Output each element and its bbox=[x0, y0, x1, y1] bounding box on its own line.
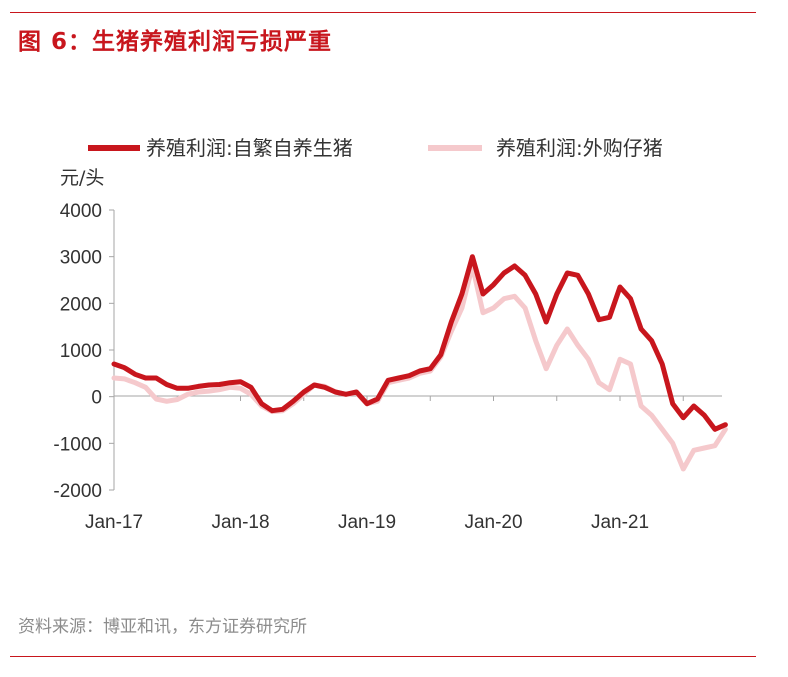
source-note: 资料来源：博亚和讯，东方证券研究所 bbox=[18, 617, 307, 637]
series-line-own bbox=[111, 254, 728, 432]
figure-title: 图 6：生猪养殖利润亏损严重 bbox=[18, 29, 333, 55]
x-tick-label: Jan-21 bbox=[591, 512, 649, 533]
y-tick-label: 1000 bbox=[60, 341, 102, 362]
y-tick-label: 2000 bbox=[60, 294, 102, 315]
legend-label-own: 养殖利润:自繁自养生猪 bbox=[146, 136, 353, 160]
y-tick-label: 3000 bbox=[60, 248, 102, 269]
bottom-rule bbox=[10, 656, 756, 657]
x-tick-label: Jan-19 bbox=[338, 512, 396, 533]
x-tick-label: Jan-17 bbox=[85, 512, 143, 533]
y-tick-label: 0 bbox=[91, 388, 102, 409]
legend: 养殖利润:自繁自养生猪 养殖利润:外购仔猪 bbox=[88, 136, 663, 160]
x-ticks: Jan-17 Jan-18 Jan-19 Jan-20 Jan-21 bbox=[85, 396, 684, 533]
axes bbox=[113, 210, 722, 490]
top-rule bbox=[10, 12, 756, 13]
series-lines bbox=[111, 254, 728, 472]
y-tick-label: 4000 bbox=[60, 201, 102, 222]
y-tick-label: -2000 bbox=[53, 481, 102, 502]
y-ticks: 4000 3000 2000 1000 0 -1000 -2000 bbox=[53, 201, 114, 502]
x-tick-label: Jan-18 bbox=[211, 512, 269, 533]
y-axis-unit: 元/头 bbox=[60, 167, 104, 189]
series-line-bought bbox=[111, 263, 728, 472]
x-tick-label: Jan-20 bbox=[464, 512, 522, 533]
y-tick-label: -1000 bbox=[53, 434, 102, 455]
legend-label-bought: 养殖利润:外购仔猪 bbox=[496, 136, 663, 160]
